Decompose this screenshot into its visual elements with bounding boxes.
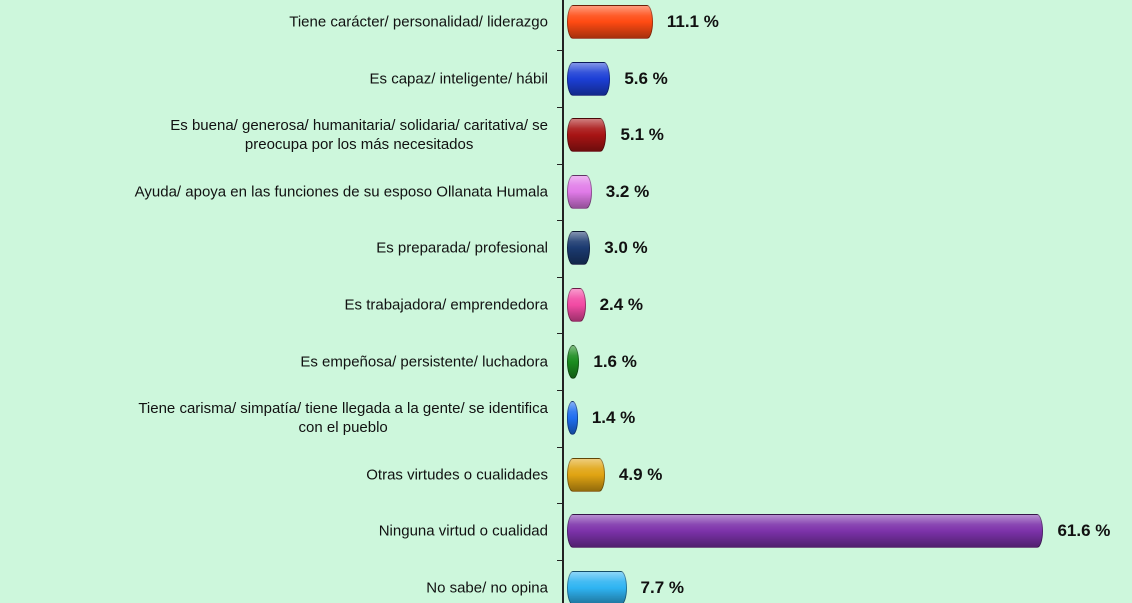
value-label: 5.1 %	[620, 125, 664, 145]
bar	[567, 401, 578, 436]
category-label: Ninguna virtud o cualidad	[0, 522, 548, 541]
value-label: 1.4 %	[591, 408, 636, 428]
category-label: Es buena/ generosa/ humanitaria/ solidar…	[0, 116, 548, 154]
axis-tick	[557, 559, 563, 561]
value-label: 1.6 %	[593, 351, 637, 371]
category-text: Tiene carácter/ personalidad/ liderazgo	[289, 13, 548, 31]
value-label: 61.6 %	[1057, 521, 1111, 541]
value-label: 5.6 %	[624, 68, 668, 88]
value-label: 3.0 %	[604, 238, 648, 258]
category-text: Tiene carisma/ simpatía/ tiene llegada a…	[138, 400, 548, 437]
category-text: Es empeñosa/ persistente/ luchadora	[300, 353, 548, 371]
value-label: 2.4 %	[599, 295, 644, 314]
category-label: No sabe/ no opina	[0, 579, 548, 598]
value-label: 11.1 %	[666, 12, 719, 31]
category-text: Es capaz/ inteligente/ hábil	[369, 70, 548, 88]
category-text: No sabe/ no opina	[426, 579, 548, 597]
bar	[567, 5, 653, 39]
category-label: Es trabajadora/ emprendedora	[0, 296, 548, 315]
axis-tick	[557, 50, 563, 52]
category-label: Ayuda/ apoya en las funciones de su espo…	[0, 182, 548, 201]
category-label: Es preparada/ profesional	[0, 239, 548, 258]
bar	[567, 288, 586, 322]
category-label: Es empeñosa/ persistente/ luchadora	[0, 352, 548, 371]
category-label: Es capaz/ inteligente/ hábil	[0, 69, 548, 88]
axis-tick	[557, 106, 563, 108]
bar	[567, 61, 611, 96]
axis-tick	[557, 276, 563, 278]
bar	[567, 118, 607, 153]
category-label: Tiene carácter/ personalidad/ liderazgo	[0, 13, 548, 32]
axis-line	[562, 0, 564, 603]
category-label: Otras virtudes o cualidades	[0, 465, 548, 484]
axis-tick	[557, 163, 563, 165]
value-label: 4.9 %	[618, 464, 663, 484]
axis-tick	[557, 503, 563, 505]
bar	[567, 457, 605, 492]
bar	[567, 231, 591, 266]
bar	[567, 174, 592, 209]
category-text: Ayuda/ apoya en las funciones de su espo…	[134, 183, 548, 201]
bar	[567, 344, 580, 379]
bar	[567, 571, 627, 603]
axis-tick	[557, 389, 563, 391]
category-text: Es preparada/ profesional	[376, 239, 548, 257]
value-label: 7.7 %	[640, 578, 685, 597]
axis-tick	[557, 220, 563, 222]
value-label: 3.2 %	[605, 181, 650, 201]
category-text: Ninguna virtud o cualidad	[378, 522, 548, 540]
bar	[567, 514, 1044, 549]
category-text: Es buena/ generosa/ humanitaria/ solidar…	[170, 117, 548, 154]
category-label: Tiene carisma/ simpatía/ tiene llegada a…	[0, 399, 548, 437]
axis-tick	[557, 446, 563, 448]
category-text: Es trabajadora/ emprendedora	[344, 296, 548, 314]
axis-tick	[557, 333, 563, 335]
category-text: Otras virtudes o cualidades	[366, 466, 548, 484]
